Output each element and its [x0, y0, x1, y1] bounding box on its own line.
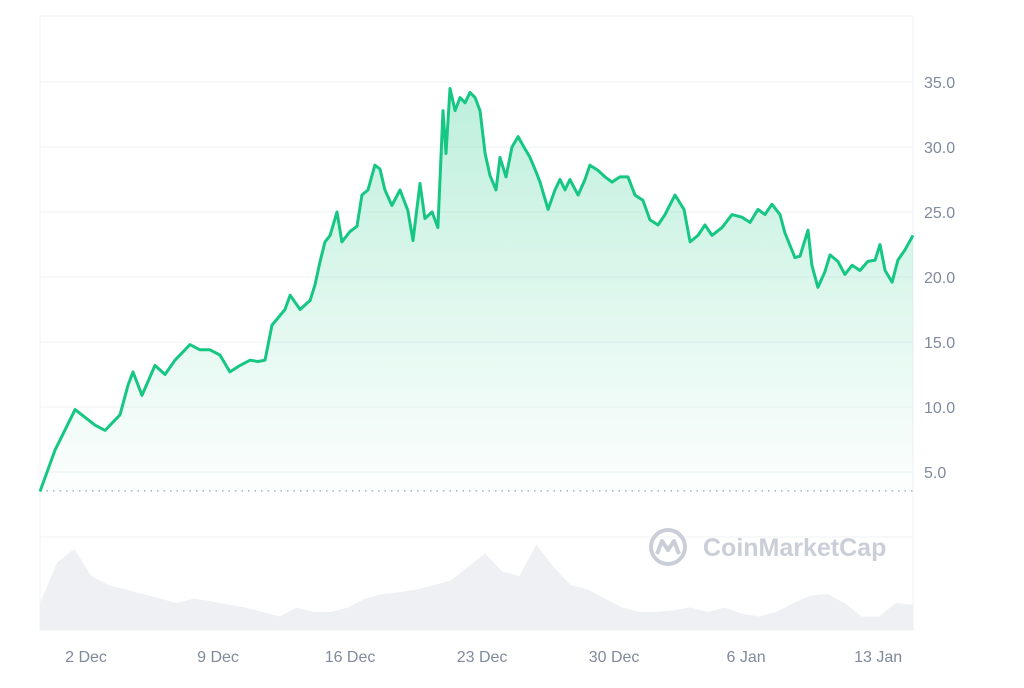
price-line: [38, 87, 915, 493]
x-tick-label: 30 Dec: [589, 649, 640, 666]
volume-area: [40, 544, 913, 630]
y-tick-label: 10.0: [924, 400, 955, 417]
price-area-fill: [40, 88, 913, 492]
x-tick-label: 9 Dec: [197, 649, 239, 666]
watermark-text: CoinMarketCap: [703, 534, 886, 562]
y-tick-label: 15.0: [924, 335, 955, 352]
y-tick-label: 30.0: [924, 140, 955, 157]
volume-shape: [40, 544, 913, 630]
x-tick-label: 16 Dec: [325, 649, 376, 666]
x-tick-label: 23 Dec: [457, 649, 508, 666]
y-axis: 5.0 10.0 15.0 20.0 25.0 30.0 35.0: [924, 75, 955, 482]
logo-wave: [655, 539, 681, 555]
y-tick-label: 20.0: [924, 270, 955, 287]
x-tick-label: 13 Jan: [854, 649, 902, 666]
coinmarketcap-logo-icon: [649, 528, 687, 566]
y-tick-label: 35.0: [924, 75, 955, 92]
y-tick-label: 25.0: [924, 205, 955, 222]
y-tick-label: 5.0: [924, 465, 946, 482]
x-axis: 2 Dec 9 Dec 16 Dec 23 Dec 30 Dec 6 Jan 13 Jan: [65, 649, 902, 666]
x-tick-label: 2 Dec: [65, 649, 107, 666]
x-tick-label: 6 Jan: [727, 649, 766, 666]
watermark: CoinMarketCap: [649, 528, 886, 566]
